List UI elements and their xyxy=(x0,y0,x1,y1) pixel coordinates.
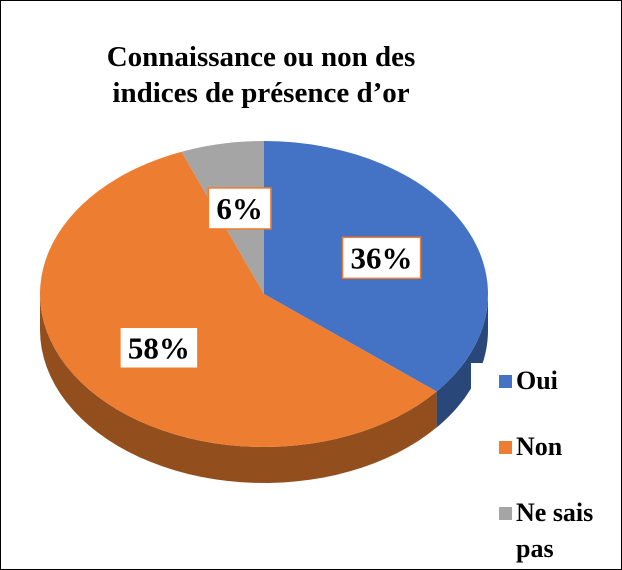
legend: Oui Non Ne sais pas xyxy=(471,363,621,569)
legend-swatch xyxy=(499,507,512,520)
slice-side xyxy=(40,294,437,483)
legend-label: Ne sais pas xyxy=(516,498,594,563)
legend-swatch xyxy=(499,441,512,454)
data-label: 36% xyxy=(351,240,413,275)
legend-swatch xyxy=(499,375,512,388)
slice-side xyxy=(436,294,488,428)
data-label-box xyxy=(207,187,272,230)
legend-label: Non xyxy=(516,432,563,461)
data-label-box xyxy=(341,236,422,280)
chart-title: Connaissance ou non des indices de prése… xyxy=(106,41,416,109)
legend-item: Ne sais pas xyxy=(499,495,621,567)
slice xyxy=(40,151,437,447)
legend-item: Oui xyxy=(499,363,621,399)
data-label: 6% xyxy=(216,191,263,226)
legend-label: Oui xyxy=(516,366,558,395)
data-label-box xyxy=(119,326,199,370)
data-label: 58% xyxy=(128,330,190,365)
legend-item: Non xyxy=(499,429,621,465)
